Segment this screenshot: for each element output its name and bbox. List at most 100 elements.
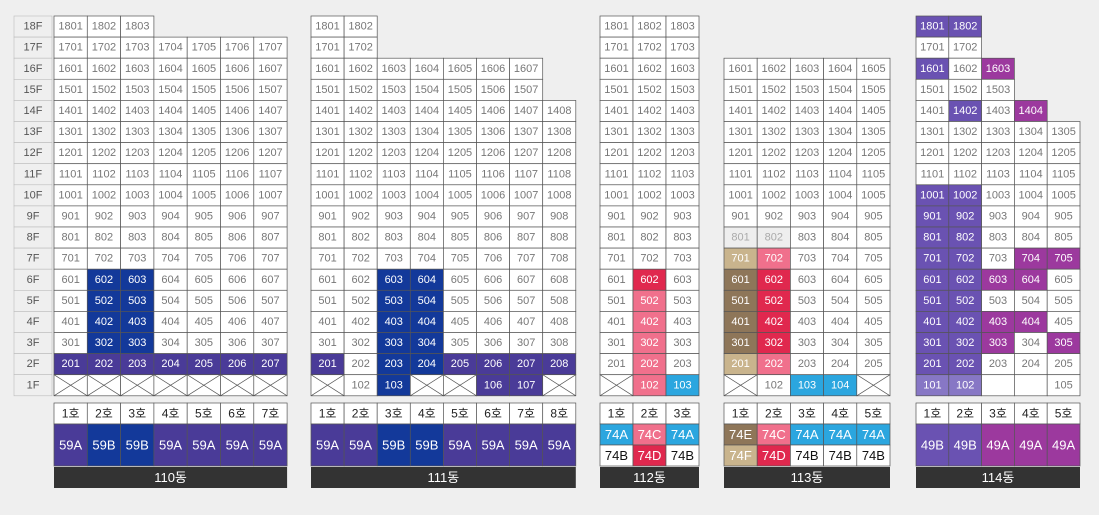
unit-number: 1305 xyxy=(1051,126,1075,138)
unit-head-label: 2호 xyxy=(765,407,783,421)
cross xyxy=(53,374,88,397)
unit-number: 501 xyxy=(318,295,336,307)
type-cell xyxy=(443,423,477,467)
unit-number: 1302 xyxy=(92,126,116,138)
unit-number: 1301 xyxy=(604,126,628,138)
unit-number: 1206 xyxy=(481,147,505,159)
unit-number: 1101 xyxy=(59,168,83,180)
floor-label: 8F xyxy=(27,232,40,244)
unit-number: 1003 xyxy=(125,189,149,201)
unit-number: 402 xyxy=(351,316,369,328)
unit-number: 105 xyxy=(1054,379,1072,391)
unit-number: 1705 xyxy=(192,42,216,54)
unit-number: 204 xyxy=(831,358,849,370)
unit-number: 505 xyxy=(451,295,469,307)
unit-number: 205 xyxy=(1054,358,1072,370)
unit-number: 404 xyxy=(1022,316,1040,328)
unit-number: 207 xyxy=(261,358,279,370)
unit-number: 302 xyxy=(765,337,783,349)
unit-number: 1504 xyxy=(415,84,439,96)
unit-number: 1204 xyxy=(828,147,852,159)
unit-head-label: 8호 xyxy=(550,407,568,421)
floor-label: 7F xyxy=(27,253,40,265)
unit-number: 904 xyxy=(831,210,849,222)
unit-number: 1105 xyxy=(192,168,216,180)
floor-label: 4F xyxy=(27,316,40,328)
unit-number: 1308 xyxy=(547,126,571,138)
unit-number: 801 xyxy=(607,232,625,244)
unit-number: 1301 xyxy=(315,126,339,138)
type-label: 59B xyxy=(126,438,149,453)
unit-number: 906 xyxy=(484,210,502,222)
unit-number: 1604 xyxy=(415,63,439,75)
unit-number: 301 xyxy=(318,337,336,349)
type-label: 74B xyxy=(671,448,694,463)
unit-number: 803 xyxy=(673,232,691,244)
unit-number: 1304 xyxy=(1019,126,1043,138)
unit-number: 1203 xyxy=(125,147,149,159)
building-bar xyxy=(916,467,1080,488)
type-label: 74A xyxy=(862,427,885,442)
unit-number: 603 xyxy=(385,274,403,286)
unit-number: 1602 xyxy=(348,63,372,75)
unit-number: 403 xyxy=(128,316,146,328)
unit-number: 1301 xyxy=(920,126,944,138)
unit-number: 1407 xyxy=(514,105,538,117)
type-cell xyxy=(856,444,891,467)
unit-number: 502 xyxy=(956,295,974,307)
unit-number: 1401 xyxy=(604,105,628,117)
unit-number: 103 xyxy=(673,379,691,391)
unit-number: 1601 xyxy=(604,63,628,75)
unit-number: 1104 xyxy=(828,168,852,180)
unit-number: 803 xyxy=(989,232,1007,244)
unit-number: 802 xyxy=(351,232,369,244)
type-label: 59A xyxy=(349,438,372,453)
unit-head-label: 3호 xyxy=(989,407,1007,421)
unit-number: 1501 xyxy=(604,84,628,96)
unit-number: 1602 xyxy=(637,63,661,75)
floor-label: 6F xyxy=(27,274,40,286)
unit-number: 1406 xyxy=(225,105,249,117)
unit-number: 1702 xyxy=(348,42,372,54)
cross xyxy=(120,374,155,397)
unit-number: 1701 xyxy=(604,42,628,54)
unit-number: 407 xyxy=(517,316,535,328)
unit-number: 1506 xyxy=(225,84,249,96)
unit-number: 1202 xyxy=(762,147,786,159)
unit-number: 1304 xyxy=(828,126,852,138)
type-label: 74A xyxy=(829,427,852,442)
floor-label: 16F xyxy=(24,63,43,75)
unit-number: 1404 xyxy=(828,105,852,117)
unit-number: 907 xyxy=(261,210,279,222)
unit-number: 504 xyxy=(418,295,436,307)
unit-number: 502 xyxy=(95,295,113,307)
floor-label: 3F xyxy=(27,337,40,349)
unit-number: 1401 xyxy=(728,105,752,117)
unit-head-label: 5호 xyxy=(195,407,213,421)
unit-number: 1704 xyxy=(158,42,182,54)
unit-number: 1104 xyxy=(415,168,439,180)
type-cell xyxy=(1046,423,1081,467)
unit-number: 1701 xyxy=(315,42,339,54)
unit-number: 806 xyxy=(228,232,246,244)
unit-number: 304 xyxy=(831,337,849,349)
unit-number: 1202 xyxy=(348,147,372,159)
unit-cell xyxy=(981,374,1015,397)
unit-number: 1203 xyxy=(382,147,406,159)
building-name: 111동 xyxy=(428,470,460,485)
type-label: 59A xyxy=(192,438,215,453)
type-label: 74C xyxy=(762,427,786,442)
type-label: 74D xyxy=(638,448,662,463)
unit-number: 1605 xyxy=(861,63,885,75)
unit-number: 1602 xyxy=(92,63,116,75)
unit-number: 703 xyxy=(673,253,691,265)
unit-number: 103 xyxy=(798,379,816,391)
type-label: 74B xyxy=(829,448,852,463)
unit-number: 1505 xyxy=(192,84,216,96)
unit-number: 1104 xyxy=(1019,168,1043,180)
unit-number: 505 xyxy=(1054,295,1072,307)
unit-number: 1208 xyxy=(547,147,571,159)
type-label: 49A xyxy=(1019,438,1042,453)
unit-number: 102 xyxy=(640,379,658,391)
unit-number: 1008 xyxy=(547,189,571,201)
